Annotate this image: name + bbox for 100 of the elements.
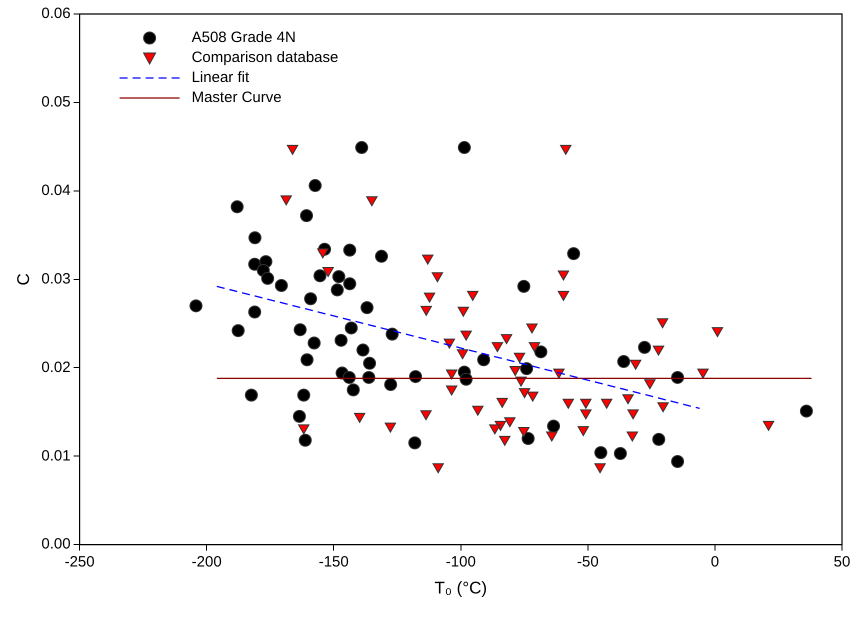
- point: [527, 392, 538, 402]
- point: [297, 388, 310, 402]
- point: [230, 200, 244, 214]
- point: [614, 447, 627, 460]
- y-tick-label: 0.01: [41, 447, 71, 464]
- point: [458, 141, 471, 154]
- y-tick-label: 0.03: [41, 270, 71, 288]
- point: [594, 446, 608, 460]
- point: [360, 301, 374, 314]
- point: [424, 292, 436, 303]
- point: [652, 432, 666, 446]
- point: [509, 366, 521, 376]
- point: [580, 398, 592, 409]
- point: [356, 344, 370, 357]
- point: [366, 196, 378, 206]
- point: [189, 299, 202, 312]
- point: [560, 144, 572, 155]
- legend-label: A508 Grade 4N: [192, 29, 296, 46]
- point: [384, 422, 396, 433]
- point: [432, 272, 444, 282]
- point: [517, 280, 530, 293]
- point: [274, 278, 288, 292]
- point: [322, 266, 334, 277]
- point: [622, 394, 634, 404]
- point: [343, 244, 356, 257]
- point: [314, 269, 327, 282]
- point: [248, 231, 262, 244]
- point: [630, 360, 642, 370]
- point: [304, 292, 318, 306]
- point: [444, 338, 456, 349]
- point: [446, 385, 458, 396]
- point: [657, 402, 669, 412]
- point: [800, 404, 813, 418]
- point: [671, 454, 684, 468]
- x-tick-label: -250: [64, 554, 95, 571]
- point: [652, 346, 664, 356]
- point: [492, 342, 504, 352]
- point: [248, 306, 262, 319]
- point: [355, 141, 368, 154]
- y-tick-label: 0.06: [41, 5, 71, 22]
- x-tick-label: 0: [710, 554, 720, 571]
- point: [496, 398, 508, 408]
- point: [300, 353, 314, 366]
- point: [580, 409, 592, 420]
- point: [504, 417, 516, 428]
- point: [317, 248, 328, 258]
- point: [386, 328, 399, 341]
- point: [499, 436, 510, 446]
- point: [286, 144, 298, 155]
- point: [546, 431, 558, 442]
- point: [697, 368, 709, 379]
- point: [298, 434, 312, 447]
- point: [578, 426, 589, 436]
- point: [332, 270, 346, 284]
- point: [308, 179, 322, 192]
- point: [408, 436, 422, 450]
- point: [244, 388, 258, 402]
- y-tick-label: 0.02: [41, 358, 71, 376]
- point: [446, 370, 458, 380]
- point: [617, 355, 630, 368]
- point: [477, 353, 490, 366]
- point: [280, 195, 292, 206]
- point: [343, 277, 356, 290]
- legend-label: Master Curve: [192, 89, 282, 106]
- x-tick-label: -50: [577, 554, 599, 571]
- point: [626, 431, 638, 442]
- point: [292, 410, 306, 423]
- point: [330, 283, 344, 296]
- point: [432, 463, 444, 474]
- y-axis-title: C: [14, 273, 33, 286]
- point: [522, 432, 535, 445]
- point: [354, 412, 366, 423]
- point: [489, 424, 501, 434]
- point: [558, 290, 570, 301]
- point: [518, 427, 530, 438]
- point: [422, 254, 434, 265]
- x-tick-label: -150: [318, 554, 349, 571]
- point: [300, 209, 314, 222]
- point: [638, 340, 652, 354]
- x-tick-label: -100: [446, 554, 476, 571]
- point: [375, 250, 388, 263]
- point: [456, 349, 468, 360]
- y-tick-label: 0.00: [41, 536, 71, 553]
- point: [644, 379, 656, 390]
- point: [363, 356, 376, 370]
- point: [346, 383, 360, 396]
- y-tick-label: 0.05: [41, 94, 71, 111]
- legend-label: Comparison database: [192, 49, 338, 66]
- point: [518, 388, 530, 398]
- point: [467, 290, 478, 301]
- point: [520, 362, 534, 376]
- point: [562, 398, 574, 409]
- point: [514, 352, 526, 363]
- point: [567, 247, 580, 260]
- point: [308, 336, 321, 350]
- point: [294, 323, 307, 336]
- point: [458, 306, 470, 317]
- point: [627, 409, 639, 420]
- point: [712, 327, 724, 338]
- point: [420, 306, 432, 316]
